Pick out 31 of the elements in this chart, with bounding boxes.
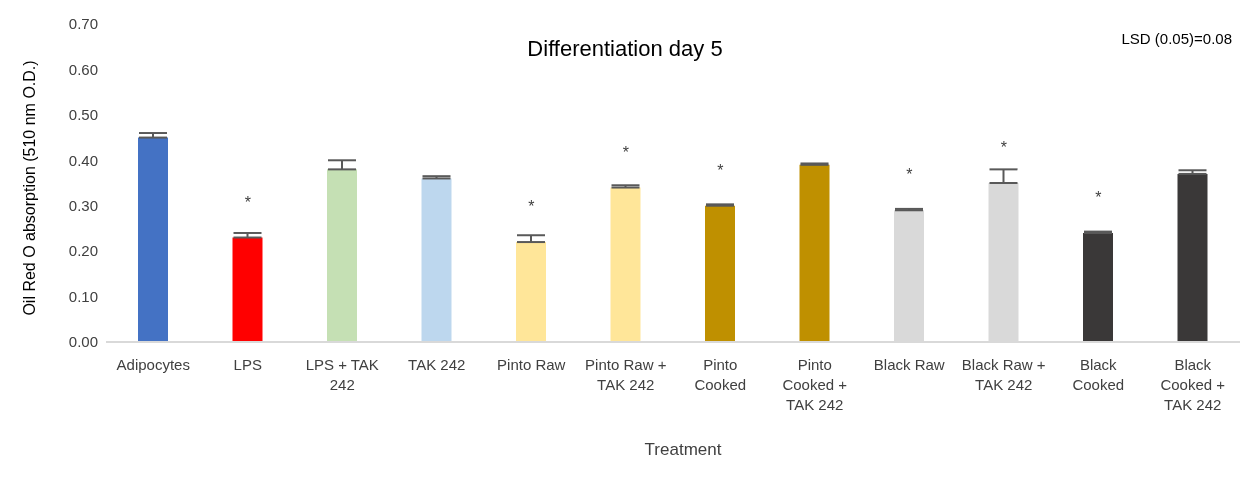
x-tick-label: Black Raw [873, 356, 945, 373]
x-tick-label: Adipocytes [116, 356, 190, 373]
y-axis-title: Oil Red O absorption (510 nm O.D.) [21, 60, 39, 316]
x-tick-label: Black Cooked + TAK 242 [1160, 356, 1226, 413]
text: Differentiation day 5 [527, 36, 723, 61]
y-tick-label: 0.30 [68, 197, 98, 215]
annotation: * [1000, 139, 1007, 156]
y-tick-label: 0.50 [68, 106, 98, 124]
x-tick-label: Black Raw + TAK 242 [961, 356, 1046, 393]
y-tick-label: 0.10 [68, 287, 98, 305]
x-tick-label: Pinto Cooked [694, 356, 747, 393]
x-tick-label: LPS + TAK 242 [305, 356, 379, 393]
x-tick-label: LPS [233, 356, 262, 373]
annotation: * [528, 198, 535, 216]
annotation: * [622, 143, 629, 161]
x-axis-title: Treatment [643, 440, 723, 460]
x-tick-label: Pinto Raw [497, 356, 566, 373]
annotation: * [244, 193, 251, 211]
y-tick-label: 0.40 [68, 151, 98, 169]
annotation: * [717, 161, 724, 179]
x-tick-label: Pinto Cooked + TAK 242 [782, 356, 848, 413]
y-tick-label: 0.00 [68, 333, 98, 351]
annotation: * [906, 166, 913, 184]
y-tick-label: 0.70 [68, 15, 98, 33]
x-tick-label: Pinto Raw + TAK 242 [585, 356, 667, 393]
x-tick-label: Black Cooked [1072, 356, 1125, 393]
y-tick-label: 0.20 [68, 242, 98, 260]
x-tick-label: TAK 242 [408, 356, 466, 373]
annotation: LSD (0.05)=0.08 [1121, 30, 1232, 47]
annotation: * [1095, 188, 1102, 206]
y-tick-label: 0.60 [68, 60, 98, 78]
